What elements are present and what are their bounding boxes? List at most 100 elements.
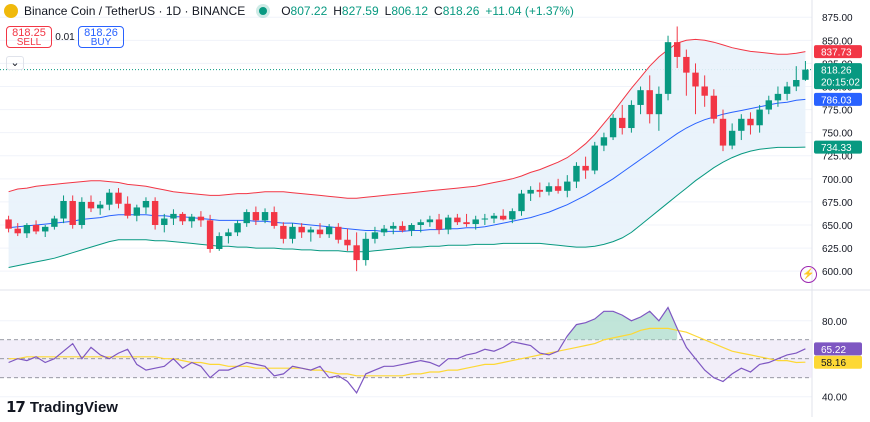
price-tag-label: 734.33	[821, 143, 852, 154]
candle-body	[683, 56, 690, 73]
candle-body	[664, 42, 672, 94]
price-tag-bb-lower: 734.33	[814, 140, 862, 154]
candle-body	[719, 118, 727, 146]
candle	[78, 197, 86, 229]
price-tag-label: 818.26	[821, 66, 852, 77]
candle-body	[170, 213, 177, 219]
candle	[591, 141, 598, 175]
candle	[408, 223, 415, 237]
candle	[490, 212, 498, 224]
price-tag-bg	[814, 45, 862, 59]
candle	[5, 215, 12, 233]
candle	[582, 156, 589, 179]
candle-body	[23, 224, 31, 234]
candle-body	[390, 225, 397, 229]
candle-body	[637, 90, 644, 105]
candle	[142, 197, 150, 214]
candle	[747, 112, 754, 135]
axis-tick-label: 700.00	[822, 175, 853, 186]
candle	[545, 182, 553, 196]
axis-tick-label: 875.00	[822, 13, 853, 24]
candle-body	[142, 200, 150, 208]
candle-body	[353, 245, 360, 261]
candle-body	[252, 212, 260, 221]
candle-body	[490, 215, 498, 219]
symbol-header: Binance Coin / TetherUS · 1D · BINANCE O…	[0, 0, 574, 22]
candle	[261, 208, 269, 224]
candle	[115, 188, 122, 209]
symbol-title[interactable]: Binance Coin / TetherUS · 1D · BINANCE	[24, 4, 246, 18]
spread-value: 0.01	[55, 31, 75, 43]
price-tag-label: 58.16	[821, 358, 846, 369]
candle	[728, 123, 736, 150]
candle-body	[499, 215, 507, 220]
candle	[573, 162, 580, 189]
candle	[179, 212, 186, 225]
candle-body	[509, 211, 516, 220]
price-tag-bb-basis: 786.03	[814, 92, 862, 106]
candle	[69, 195, 76, 229]
price-tag-label: 786.03	[821, 95, 852, 106]
candle-body	[5, 219, 12, 229]
candle-body	[793, 80, 800, 87]
candle	[765, 95, 772, 115]
candle	[390, 222, 397, 235]
candle-body	[728, 130, 736, 146]
rsi-lines	[8, 306, 806, 395]
candle	[298, 223, 305, 238]
bb-lower-line	[8, 146, 806, 268]
candle	[454, 213, 461, 225]
candle	[435, 213, 443, 235]
candle	[353, 232, 360, 272]
candle	[399, 221, 406, 233]
chevron-down-icon[interactable]: ⌄	[6, 56, 24, 70]
candle-body	[655, 93, 663, 115]
candle	[307, 226, 315, 242]
candle	[554, 178, 562, 194]
candle-body	[60, 200, 67, 219]
candle-body	[87, 201, 95, 209]
candle-body	[243, 212, 250, 224]
candle-body	[692, 72, 699, 87]
change-value: +11.04 (+1.37%)	[485, 4, 574, 18]
axis-tick-label: 675.00	[822, 198, 853, 209]
candle	[216, 232, 223, 251]
axis-tick-label: 725.00	[822, 152, 853, 163]
axis-tick-label: 625.00	[822, 244, 853, 255]
candle-body	[701, 86, 708, 96]
bb-basis-line	[8, 98, 806, 232]
candle-body	[115, 192, 122, 204]
candles	[5, 26, 809, 272]
candle	[289, 223, 296, 244]
candle	[124, 196, 131, 219]
candle	[783, 81, 791, 101]
candle-body	[307, 229, 315, 233]
candle-body	[756, 109, 763, 126]
candle	[106, 188, 113, 211]
lightning-icon[interactable]: ⚡	[800, 266, 817, 283]
candle-body	[472, 219, 479, 225]
candle-body	[298, 226, 305, 233]
candle-body	[710, 95, 718, 119]
rsi-line	[8, 306, 806, 395]
tradingview-logo[interactable]: 17 TradingView	[6, 398, 118, 416]
candle-body	[774, 93, 782, 101]
candle	[60, 195, 67, 224]
candle	[371, 226, 379, 244]
price-tag-bg	[814, 355, 862, 369]
rsi-band	[0, 339, 812, 379]
candle-body	[371, 232, 379, 239]
bollinger-bands	[8, 38, 806, 268]
axis-tick-label: 80.00	[822, 317, 847, 328]
candle-body	[435, 219, 443, 230]
buy-button[interactable]: 818.26 BUY	[78, 26, 124, 48]
candle	[701, 75, 708, 107]
candle	[32, 220, 40, 235]
sell-button[interactable]: 818.25 SELL	[6, 26, 52, 48]
candle-body	[96, 204, 104, 209]
candle	[362, 232, 369, 266]
price-axis: 600.00 625.00 650.00 675.00 700.00 725.00 750.…	[822, 13, 853, 403]
